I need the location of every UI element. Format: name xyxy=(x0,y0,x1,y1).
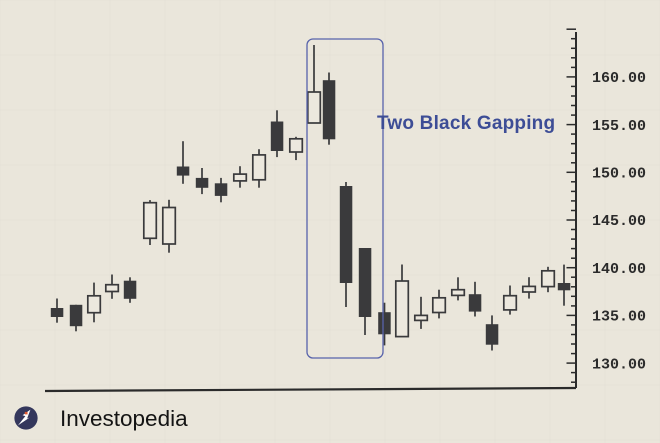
svg-text:140.00: 140.00 xyxy=(592,261,646,278)
svg-text:160.00: 160.00 xyxy=(592,70,646,87)
svg-text:155.00: 155.00 xyxy=(592,118,646,135)
svg-text:Two Black Gapping: Two Black Gapping xyxy=(377,113,555,134)
svg-text:135.00: 135.00 xyxy=(592,309,646,326)
svg-text:150.00: 150.00 xyxy=(592,166,646,183)
svg-text:145.00: 145.00 xyxy=(592,213,646,230)
svg-text:130.00: 130.00 xyxy=(592,356,646,373)
